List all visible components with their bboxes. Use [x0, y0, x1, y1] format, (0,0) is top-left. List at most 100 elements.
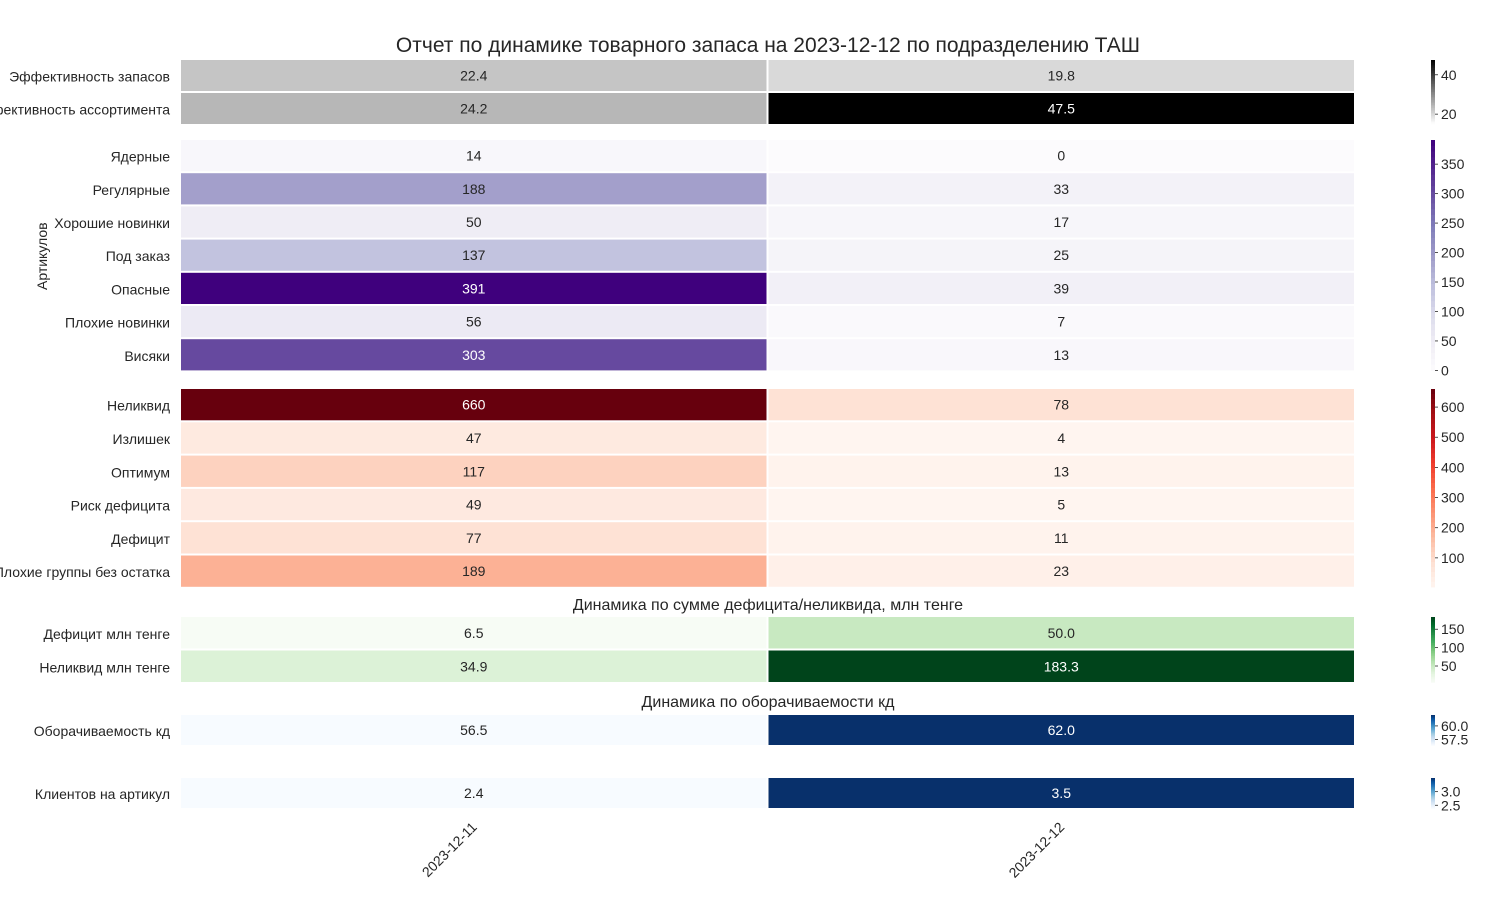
heatmap-cell: [181, 306, 767, 338]
colorbar-segment: [1431, 718, 1435, 721]
panel-subtitle: Динамика по сумме дефицита/неликвида, мл…: [573, 597, 963, 614]
colorbar-segment: [1431, 715, 1435, 718]
cell-value: 5: [1057, 497, 1065, 513]
heatmap-row: Висяки 303 13: [124, 339, 1354, 371]
colorbar-segment: [1431, 61, 1435, 64]
colorbar-segment: [1431, 785, 1435, 787]
colorbar-segment: [1431, 111, 1435, 114]
cell-value: 14: [466, 148, 482, 164]
colorbar-segment: [1431, 428, 1435, 435]
colorbar-segment: [1431, 116, 1435, 119]
colorbar-segment: [1431, 93, 1435, 96]
colorbar-segment: [1431, 463, 1435, 469]
colorbar-segment: [1431, 64, 1435, 67]
colorbar-segment: [1431, 800, 1435, 802]
colorbar-segment: [1431, 723, 1435, 725]
panel-turnover: Динамика по оборачиваемости кд Оборачивае…: [34, 694, 1469, 748]
colorbar-segment: [1431, 804, 1435, 806]
colorbar-segment: [1431, 788, 1435, 790]
colorbar-segment: [1431, 731, 1435, 733]
heatmap-cell: [768, 60, 1354, 91]
colorbar-segment: [1431, 621, 1435, 625]
row-label: Риск дефицита: [71, 498, 171, 514]
cell-value: 25: [1053, 247, 1069, 263]
colorbar-segment: [1431, 79, 1435, 82]
colorbar-tick-label: 0: [1441, 362, 1449, 378]
panel-clients: Клиентов на артикул 2.4 3.5 2.53.0: [35, 778, 1461, 813]
colorbar-segment: [1431, 636, 1435, 639]
colorbar-segment: [1431, 278, 1435, 285]
cell-value: 17: [1053, 214, 1069, 230]
colorbar-segment: [1431, 197, 1435, 204]
colorbar-segment: [1431, 71, 1435, 74]
heatmap-row: Дефицит 77 11: [111, 522, 1354, 554]
colorbar-segment: [1431, 237, 1435, 245]
heatmap-cell: [181, 389, 767, 421]
heatmap-cell: [768, 173, 1354, 205]
row-label: Опасные: [111, 281, 170, 297]
colorbar-segment: [1431, 716, 1435, 718]
colorbar-segment: [1431, 478, 1435, 484]
heatmap-row: Плохие новинки 56 7: [65, 306, 1354, 338]
colorbar-segment: [1431, 732, 1435, 734]
colorbar-segment: [1431, 664, 1435, 667]
colorbar-segment: [1431, 794, 1435, 796]
cell-value: 391: [462, 280, 486, 296]
cell-value: 3.5: [1052, 785, 1072, 801]
heatmap-cell: [768, 555, 1354, 587]
colorbar-segment: [1431, 633, 1435, 636]
colorbar-segment: [1431, 669, 1435, 672]
colorbar-segment: [1431, 180, 1435, 187]
colorbar-segment: [1431, 626, 1435, 629]
colorbar-segment: [1431, 186, 1435, 193]
heatmap-cell: [768, 272, 1354, 304]
cell-value: 56: [466, 314, 482, 330]
colorbar-segment: [1431, 721, 1435, 723]
colorbar-segment: [1431, 662, 1435, 665]
colorbar-tick-label: 300: [1441, 490, 1465, 506]
colorbar-tick-label: 400: [1441, 459, 1465, 475]
row-label: Эффективность запасов: [9, 69, 170, 85]
colorbar-segment: [1431, 438, 1435, 444]
heatmap-row: Хорошие новинки 50 17: [54, 206, 1354, 238]
panel-efficiency: Эффективность запасов22.419.8Эффективнос…: [0, 60, 1457, 125]
cell-value: 0: [1057, 148, 1065, 164]
colorbar-segment: [1431, 547, 1435, 553]
colorbar-tick-label: 20: [1441, 106, 1457, 122]
colorbar-segment: [1431, 782, 1435, 784]
colorbar-segment: [1431, 393, 1435, 400]
colorbar-segment: [1431, 82, 1435, 85]
colorbar-segment: [1431, 497, 1435, 504]
cell-value: 2.4: [464, 785, 484, 801]
colorbar-segment: [1431, 88, 1435, 91]
colorbar-segment: [1431, 151, 1435, 158]
colorbar-segment: [1431, 798, 1435, 800]
cell-value: 77: [466, 530, 482, 546]
colorbar-segment: [1431, 678, 1435, 681]
colorbar-segment: [1431, 295, 1435, 302]
colorbar-segment: [1431, 730, 1435, 732]
colorbar-segment: [1431, 740, 1435, 742]
colorbar-segment: [1431, 74, 1435, 77]
colorbar-segment: [1431, 576, 1435, 583]
colorbar-segment: [1431, 654, 1435, 657]
colorbar-segment: [1431, 647, 1435, 651]
colorbar-segment: [1431, 191, 1435, 199]
heatmap-cell: [768, 455, 1354, 487]
cell-value: 189: [462, 563, 486, 579]
cell-value: 660: [462, 397, 486, 413]
heatmap-cell: [768, 93, 1354, 124]
cell-value: 24.2: [460, 101, 487, 117]
cell-value: 188: [462, 181, 486, 197]
heatmap-row: Эффективность запасов 22.4 19.8: [9, 60, 1354, 91]
colorbar-segment: [1431, 312, 1435, 320]
colorbar-segment: [1431, 358, 1435, 366]
colorbar-segment: [1431, 634, 1435, 638]
colorbar-segment: [1431, 657, 1435, 660]
heatmap-row: Неликвид млн тенге 34.9 183.3: [39, 650, 1354, 682]
heatmap-cell: [768, 389, 1354, 421]
colorbar-segment: [1431, 398, 1435, 405]
colorbar-segment: [1431, 718, 1435, 720]
colorbar-segment: [1431, 677, 1435, 680]
colorbar-segment: [1431, 109, 1435, 112]
